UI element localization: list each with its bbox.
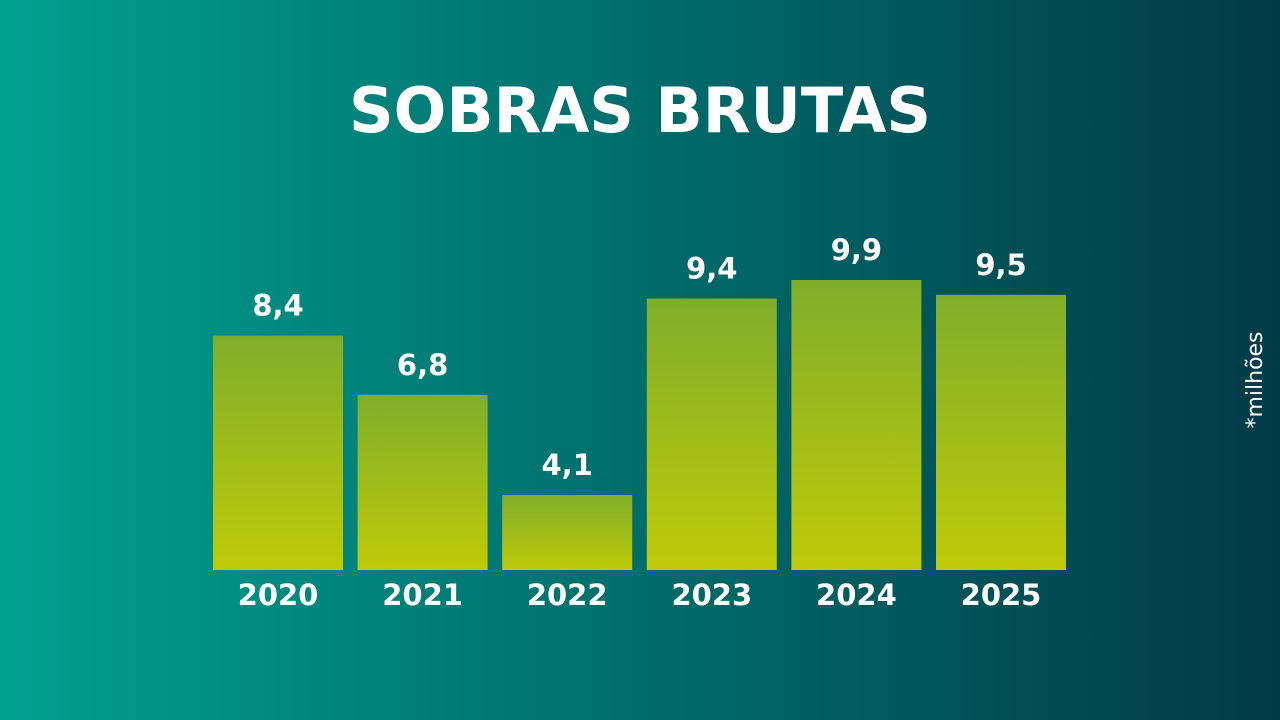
x-tick-label: 2021 bbox=[382, 578, 463, 612]
bar bbox=[646, 298, 777, 570]
bar bbox=[213, 335, 343, 570]
chart-title: SOBRAS BRUTAS bbox=[349, 74, 931, 147]
x-tick-label: 2025 bbox=[961, 578, 1042, 612]
value-label: 8,4 bbox=[252, 289, 303, 323]
x-tick-label: 2020 bbox=[238, 578, 319, 612]
value-label: 4,1 bbox=[542, 448, 593, 482]
x-tick-label: 2023 bbox=[671, 578, 752, 612]
x-tick-label: 2022 bbox=[527, 578, 608, 612]
bar bbox=[936, 294, 1066, 570]
value-label: 9,9 bbox=[831, 233, 882, 267]
unit-note: *milhões bbox=[1243, 331, 1268, 428]
value-label: 6,8 bbox=[397, 348, 448, 382]
bar bbox=[357, 394, 488, 570]
value-label: 9,4 bbox=[686, 252, 737, 286]
bar bbox=[502, 495, 633, 570]
value-label: 9,5 bbox=[975, 248, 1026, 282]
x-tick-label: 2024 bbox=[816, 578, 897, 612]
bar bbox=[791, 280, 922, 570]
